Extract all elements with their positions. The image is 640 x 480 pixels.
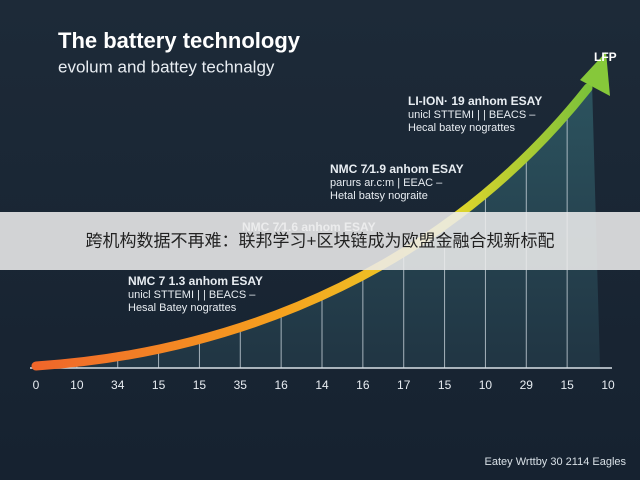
axis-label: 34: [111, 378, 125, 392]
annotation-line: NMC 7 1.3 anhom ESAY: [128, 274, 263, 288]
trend-curve: [31, 83, 593, 371]
annotation-line: Hetal batsy nograite: [330, 190, 428, 202]
axis-label: 15: [152, 378, 166, 392]
axis-label: 10: [601, 378, 615, 392]
title: The battery technology: [58, 28, 301, 53]
arrow-head: [580, 52, 610, 96]
footer: Eatey Wrttby 30 2114 Eagles: [485, 456, 627, 468]
annotation-line: LI-ION· 19 anhom ESAY: [408, 94, 542, 108]
axis-label: 35: [234, 378, 248, 392]
axis-label: 29: [520, 378, 534, 392]
end-label: LFP: [594, 50, 617, 64]
subtitle: evolum and battey technalgy: [58, 57, 275, 76]
axis-label: 15: [193, 378, 207, 392]
axis-label: 15: [438, 378, 452, 392]
area: [36, 82, 600, 368]
banner-text: 跨机构数据不再难：联邦学习+区块链成为欧盟金融合规新标配: [86, 231, 555, 250]
banner: [0, 212, 640, 270]
annotation-line: parurs ar.c:m | EEAC –: [330, 177, 443, 189]
axis-label: 16: [356, 378, 370, 392]
annotation-line: Hecal batey nograttes: [408, 122, 516, 134]
axis-label: 10: [479, 378, 493, 392]
axis-label: 17: [397, 378, 411, 392]
annotation-line: NMC 7⁄1.9 anhom ESAY: [330, 162, 464, 176]
axis-label: 14: [315, 378, 329, 392]
axis-label: 0: [33, 378, 40, 392]
annotation-line: unicl STTEMI | | BEACS –: [128, 289, 256, 301]
annotation-line: Hesal Batey nograttes: [128, 302, 237, 314]
axis-label: 16: [274, 378, 288, 392]
axis-labels: 0 10 34 15 15 35 16 14 16 17 15 10 29 15 10: [33, 378, 615, 392]
axis-label: 10: [70, 378, 84, 392]
axis-label: 15: [560, 378, 574, 392]
annotation-line: unicl STTEMI | | BEACS –: [408, 109, 536, 121]
